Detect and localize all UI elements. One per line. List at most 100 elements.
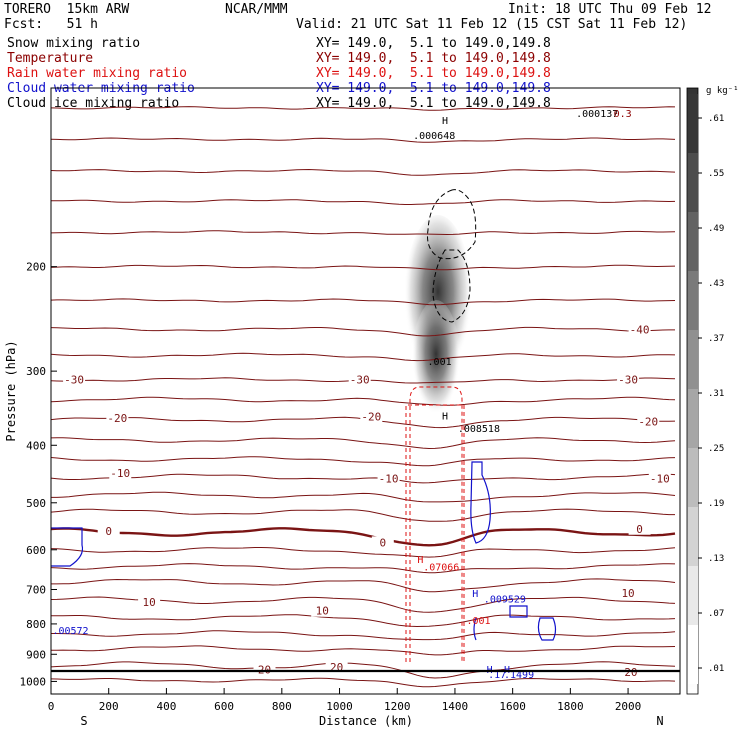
temperature-labels: -40 -30 -30 -30 -20 -20 -20 -10 -10 -10 0 0 0 10 10 10 2… bbox=[63, 323, 671, 679]
colorbar-tick-label: .37 bbox=[708, 334, 724, 344]
colorbar-steps bbox=[688, 94, 698, 684]
maximum-label: .000648 bbox=[413, 131, 455, 142]
plot-area: -40 -30 -30 -30 -20 -20 -20 -10 -10 -10 0 0 0 10 10 10 2… bbox=[51, 106, 676, 688]
init-time: Init: 18 UTC Thu 09 Feb 12 bbox=[508, 2, 712, 17]
isotherm-line bbox=[51, 547, 676, 558]
rain-contour-outer bbox=[409, 386, 463, 662]
isotherm-line bbox=[51, 563, 676, 574]
y-tick-label: 700 bbox=[26, 584, 46, 597]
colorbar-tick-label: .31 bbox=[708, 389, 724, 399]
maximum-label: .00572 bbox=[52, 626, 88, 637]
colorbar-step bbox=[688, 389, 698, 448]
cloud-water-contour-left bbox=[51, 527, 84, 567]
y-axis-title: Pressure (hPa) bbox=[4, 340, 18, 441]
maximum-label: H bbox=[442, 412, 448, 423]
temperature-label-bg bbox=[63, 373, 86, 386]
maximum-label: .008518 bbox=[458, 424, 500, 435]
x-tick-label: 200 bbox=[99, 700, 119, 713]
colorbar-tick-label: .19 bbox=[708, 499, 724, 509]
temperature-label-bg bbox=[97, 525, 120, 538]
temperature-label: 0 bbox=[105, 525, 112, 538]
isotherm-line bbox=[51, 578, 676, 593]
maximum-label: H bbox=[417, 555, 423, 566]
x-tick-label: 1000 bbox=[326, 700, 353, 713]
x-tick-label: 1600 bbox=[499, 700, 526, 713]
isotherm-line bbox=[51, 456, 676, 467]
x-axis: 0 200 400 600 800 1000 1200 1400 1600 1800 2000 bbox=[48, 688, 642, 713]
maximum-label: .1499 bbox=[504, 670, 534, 681]
isotherm-line bbox=[51, 661, 676, 679]
isotherm-line bbox=[51, 326, 675, 337]
maximum-label: .001 bbox=[428, 357, 452, 368]
xy-range-cloud-ice: XY= 149.0, 5.1 to 149.0,149.8 bbox=[316, 96, 551, 111]
isotherm-line bbox=[51, 645, 676, 656]
maximum-label: .009529 bbox=[484, 594, 526, 605]
x-tick-label: 800 bbox=[272, 700, 292, 713]
colorbar-step bbox=[688, 330, 698, 389]
temperature-label: -30 bbox=[64, 374, 84, 387]
isotherm-line bbox=[51, 527, 676, 547]
temperature-label: -10 bbox=[379, 472, 399, 485]
colorbar-step bbox=[688, 271, 698, 330]
isotherm-line bbox=[51, 508, 675, 522]
isotherm-line bbox=[51, 491, 676, 503]
cloud-water-contour-lower-a bbox=[473, 617, 477, 641]
y-tick-label: 1000 bbox=[20, 675, 47, 688]
field-label-rain: Rain water mixing ratio bbox=[7, 66, 188, 81]
x-tick-label: 2000 bbox=[615, 700, 642, 713]
isotherm-line bbox=[51, 473, 676, 484]
y-tick-label: 800 bbox=[26, 618, 46, 631]
maximum-label: .001 bbox=[466, 616, 490, 627]
temperature-label-bg bbox=[617, 587, 640, 600]
colorbar-ticks: .01 .07 .13 .19 .25 .31 .37 .43 .49 .55 .61 bbox=[698, 114, 724, 674]
colorbar-tick-label: .43 bbox=[708, 279, 724, 289]
xy-range-snow: XY= 149.0, 5.1 to 149.0,149.8 bbox=[316, 36, 551, 51]
colorbar-step bbox=[688, 566, 698, 625]
organization: NCAR/MMM bbox=[225, 2, 288, 17]
temperature-label-bg bbox=[138, 596, 161, 609]
x-end-label-right: N bbox=[656, 714, 663, 728]
isotherm-line bbox=[51, 437, 676, 450]
temperature-label-bg bbox=[325, 660, 348, 673]
colorbar-tick-label: .13 bbox=[708, 554, 724, 564]
ice-contour-top bbox=[427, 189, 477, 260]
y-axis: 200 300 400 500 600 700 800 900 1000 bbox=[20, 261, 57, 688]
y-tick-label: 300 bbox=[26, 365, 46, 378]
y-tick-label: 200 bbox=[26, 261, 46, 274]
colorbar-step bbox=[688, 448, 698, 507]
temperature-label-bg bbox=[628, 522, 651, 535]
isotherm-line bbox=[51, 106, 676, 111]
x-tick-label: 1800 bbox=[557, 700, 584, 713]
temperature-label: -20 bbox=[107, 412, 127, 425]
isotherm-line bbox=[51, 352, 676, 362]
maximum-label: H bbox=[442, 116, 448, 127]
isotherm-line bbox=[51, 199, 676, 205]
colorbar-tick-label: .61 bbox=[708, 114, 724, 124]
temperature-label-bg bbox=[109, 466, 132, 479]
temperature-label: 10 bbox=[142, 596, 155, 609]
temperature-label: 10 bbox=[621, 587, 634, 600]
isotherm-line bbox=[51, 396, 676, 406]
colorbar-step bbox=[688, 507, 698, 566]
colorbar-tick-label: .25 bbox=[708, 444, 724, 454]
maxima-labels: H.000648.0001370.3.001H.008518H.07066H.0… bbox=[52, 109, 631, 681]
temperature-label-bg bbox=[311, 604, 334, 617]
colorbar-step bbox=[688, 153, 698, 212]
maximum-label: 0.3 bbox=[614, 109, 632, 120]
x-axis-title: Distance (km) bbox=[319, 714, 413, 728]
temperature-label-bg bbox=[360, 410, 383, 423]
maximum-label: .07066 bbox=[423, 562, 459, 573]
x-end-label-left: S bbox=[80, 714, 87, 728]
temperature-label: -20 bbox=[361, 411, 381, 424]
temperature-label-bg bbox=[648, 472, 671, 485]
cloud-water-contour-lower-b bbox=[509, 605, 528, 618]
x-tick-label: 0 bbox=[48, 700, 55, 713]
ice-contour-middle bbox=[432, 249, 471, 323]
temperature-label: -20 bbox=[638, 416, 658, 429]
colorbar-tick-label: .55 bbox=[708, 169, 724, 179]
maximum-label: .000137 bbox=[576, 109, 618, 120]
isotherm-line bbox=[51, 230, 676, 236]
isotherm-line bbox=[51, 168, 676, 176]
x-tick-label: 600 bbox=[214, 700, 234, 713]
y-tick-label: 900 bbox=[26, 648, 46, 661]
